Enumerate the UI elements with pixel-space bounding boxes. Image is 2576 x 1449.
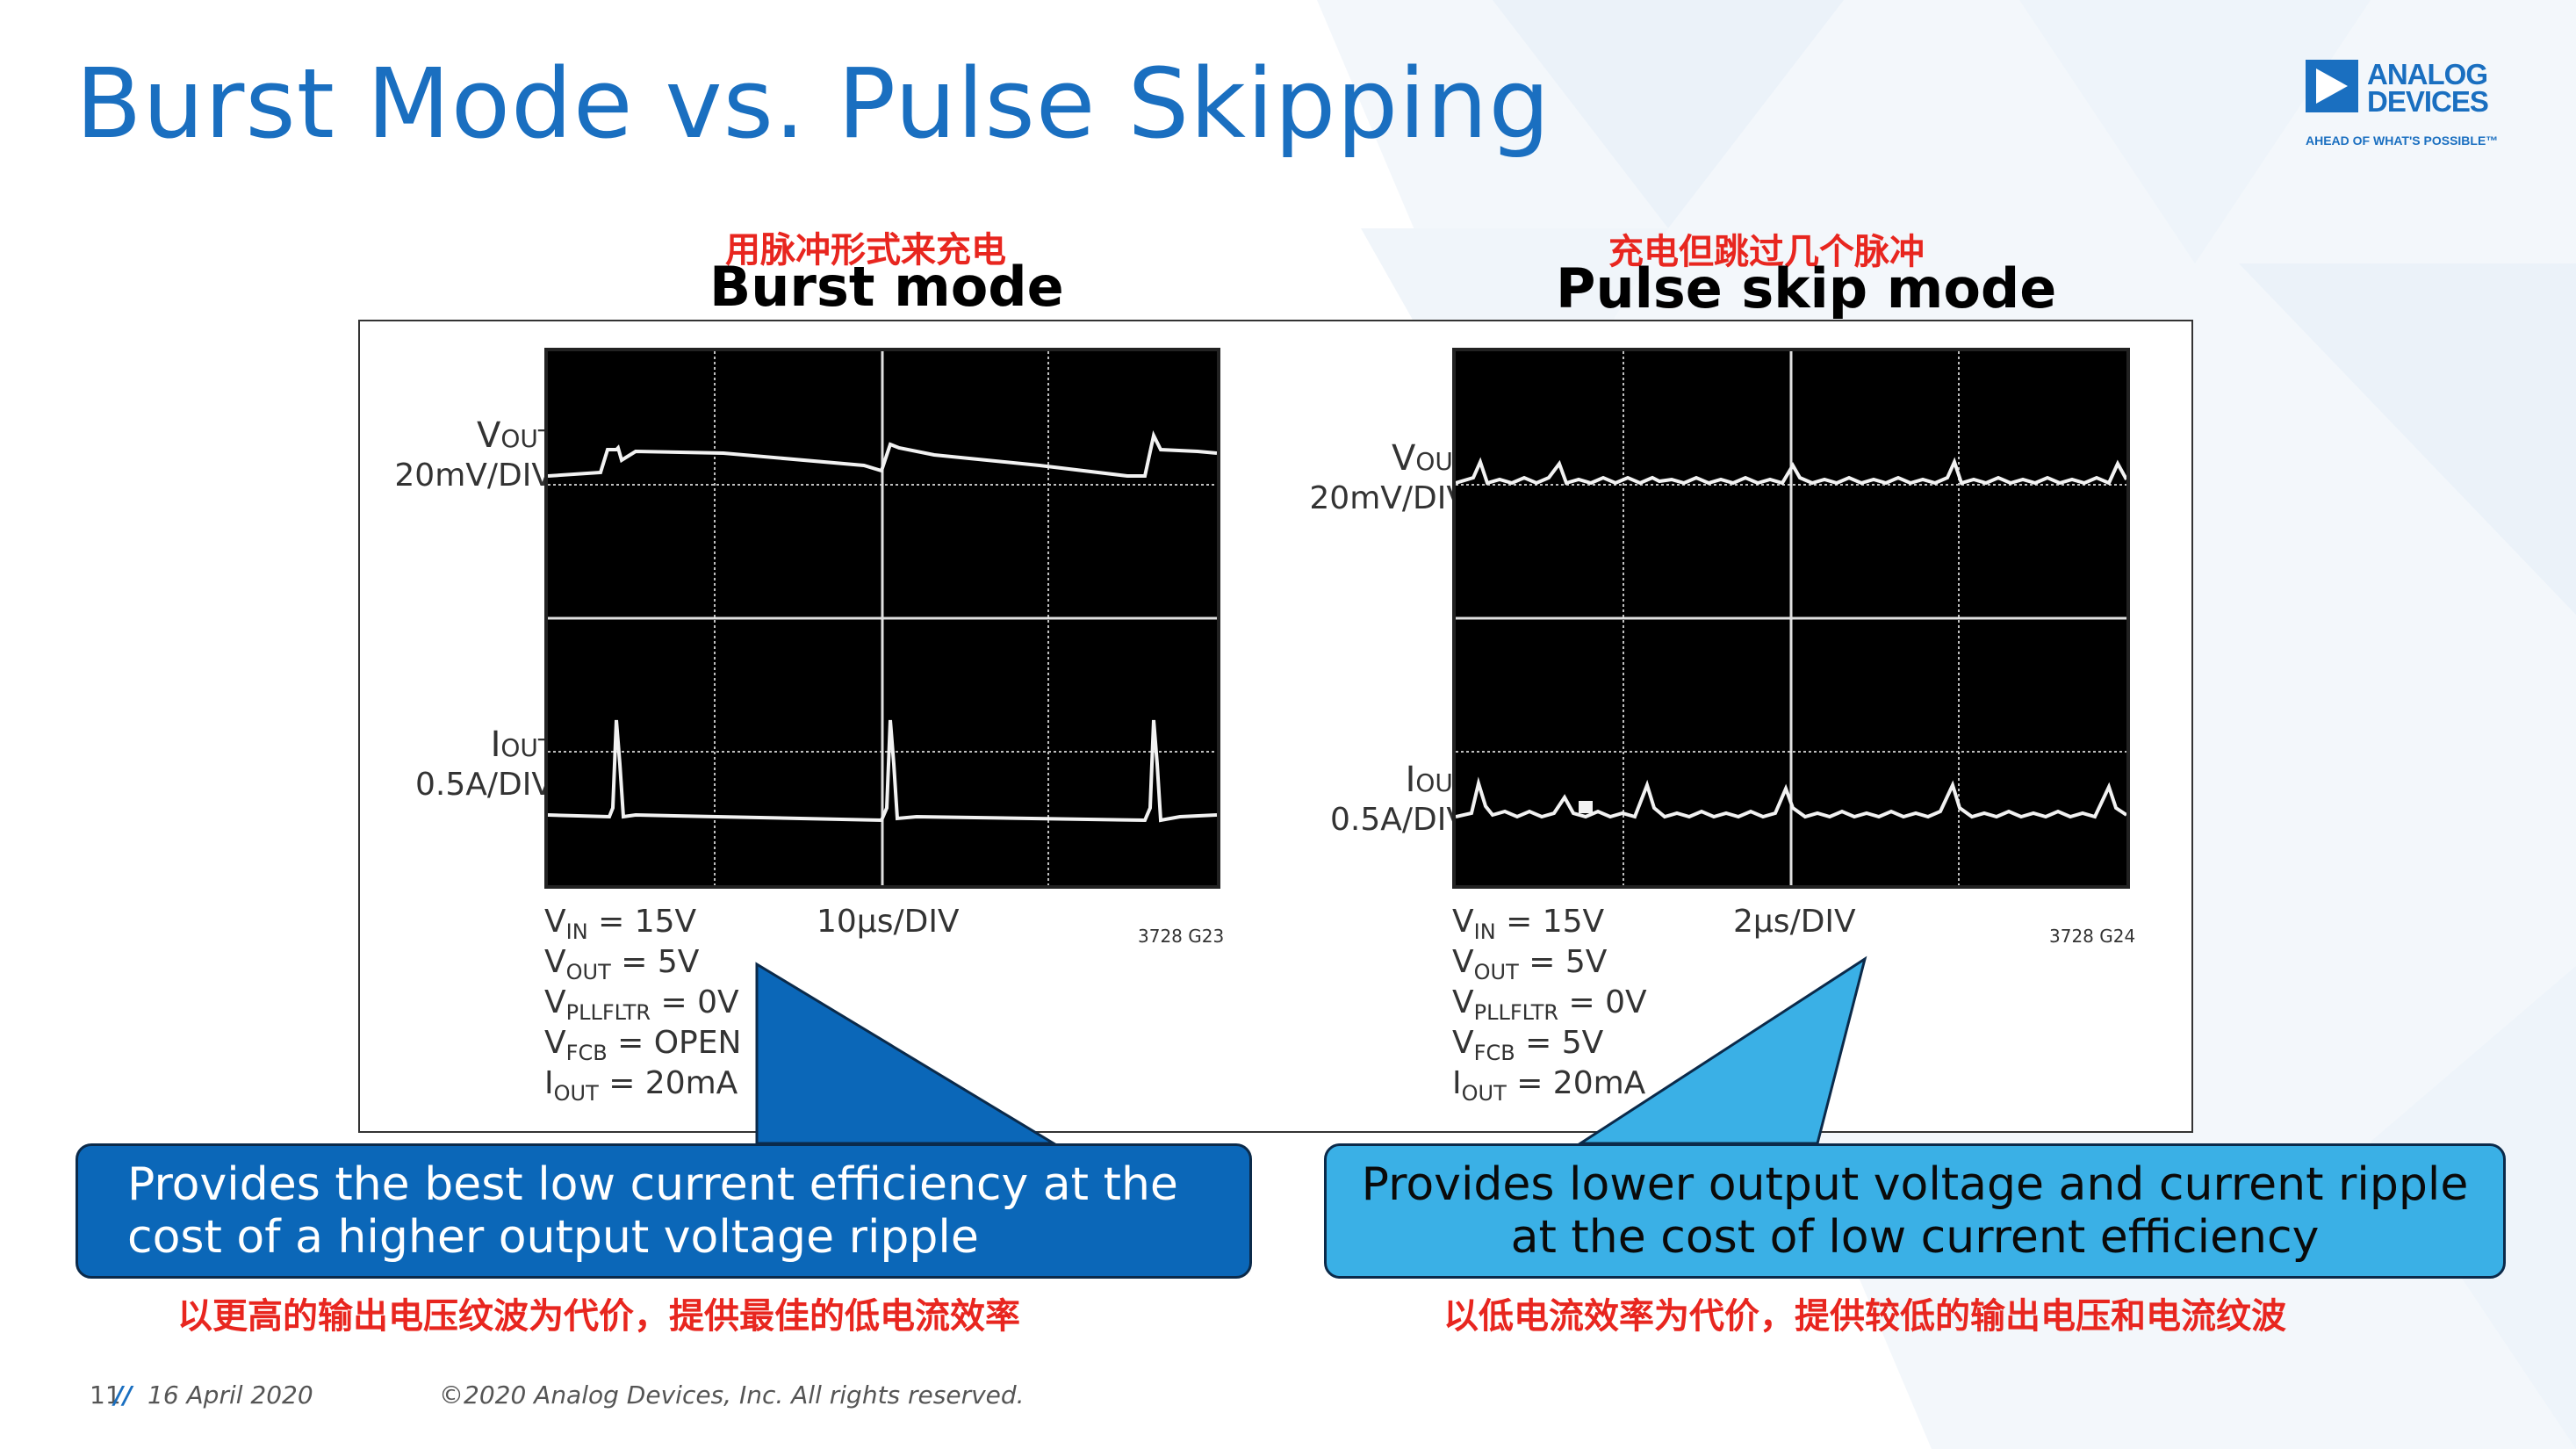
burst-callout: Provides the best low current efficiency… — [76, 1143, 1252, 1279]
pulse-param-vpllfltr: VPLLFLTR = 0V — [1452, 984, 1647, 1026]
burst-figure-id: 3728 G23 — [1138, 926, 1225, 947]
pulse-vout-label: VOUT 20mV/DIV — [1309, 438, 1468, 516]
burst-vout-label: VOUT 20mV/DIV — [394, 415, 553, 494]
pulse-param-vfcb: VFCB = 5V — [1452, 1025, 1604, 1066]
burst-scope-screen — [544, 348, 1220, 889]
burst-cn-label: 用脉冲形式来充电 — [725, 230, 1006, 270]
pulse-cn-label: 充电但跳过几个脉冲 — [1608, 232, 1925, 272]
burst-param-vfcb: VFCB = OPEN — [544, 1025, 742, 1066]
pulse-mode-title: Pulse skip mode — [1556, 256, 2057, 321]
burst-callout-text: Provides the best low current efficiency… — [127, 1158, 1178, 1264]
pulse-scope-screen — [1452, 348, 2130, 889]
logo-tagline: AHEAD OF WHAT'S POSSIBLE™ — [2306, 133, 2499, 148]
pulse-param-vin: VIN = 15V — [1452, 904, 1605, 945]
burst-param-vpllfltr: VPLLFLTR = 0V — [544, 984, 739, 1026]
pulse-param-vout: VOUT = 5V — [1452, 944, 1608, 985]
analog-devices-triangle-logo-icon — [2306, 60, 2358, 112]
pulse-cn-bottom: 以低电流效率为代价，提供较低的输出电压和电流纹波 — [1443, 1296, 2286, 1337]
burst-waveform — [548, 351, 1217, 885]
pulse-callout: Provides lower output voltage and curren… — [1324, 1143, 2506, 1279]
logo-word-analog: ANALOG — [2367, 58, 2488, 90]
logo-word-devices: DEVICES — [2367, 85, 2489, 118]
pulse-figure-id: 3728 G24 — [2049, 926, 2136, 947]
footer-separator: // — [114, 1381, 133, 1409]
page-number: 11 — [90, 1381, 121, 1409]
burst-time-div: 10μs/DIV — [817, 904, 960, 940]
pulse-time-div: 2μs/DIV — [1733, 904, 1856, 940]
burst-param-vin: VIN = 15V — [544, 904, 697, 945]
burst-mode-title: Burst mode — [709, 255, 1064, 319]
pulse-callout-text: Provides lower output voltage and curren… — [1361, 1158, 2469, 1264]
footer-date: 16 April 2020 — [148, 1381, 313, 1409]
company-logo: ANALOG DEVICES AHEAD OF WHAT'S POSSIBLE™ — [2306, 60, 2525, 156]
pulse-param-iout: IOUT = 20mA — [1452, 1065, 1646, 1107]
burst-cn-bottom: 以更高的输出电压纹波为代价，提供最佳的低电流效率 — [177, 1296, 1020, 1337]
burst-param-iout: IOUT = 20mA — [544, 1065, 738, 1107]
footer-copyright: ©2020 Analog Devices, Inc. All rights re… — [439, 1381, 1025, 1409]
burst-param-vout: VOUT = 5V — [544, 944, 700, 985]
figure-panel: VOUT 20mV/DIV IOUT 0.5A/DIV VIN = 15V VOUT… — [358, 320, 2193, 1133]
slide-title: Burst Mode vs. Pulse Skipping — [76, 47, 1551, 160]
pulse-waveform — [1456, 351, 2126, 885]
